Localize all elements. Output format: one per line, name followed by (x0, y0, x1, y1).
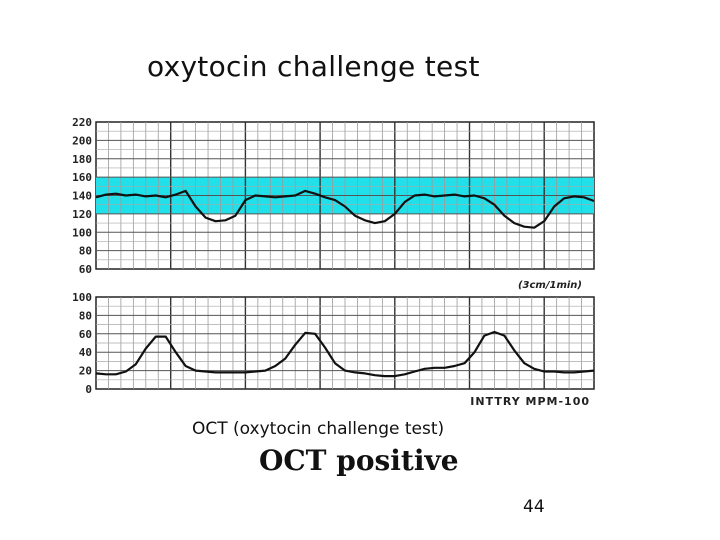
fhr-trace (95, 189, 595, 229)
fhr-y-tick-label: 200 (72, 134, 92, 147)
page-number: 44 (523, 497, 545, 517)
fhr-y-tick-label: 160 (72, 171, 92, 184)
slide-title: oxytocin challenge test (147, 50, 480, 83)
uc-y-tick-label: 20 (79, 365, 92, 378)
monitor-brand-label: INTTRY MPM-100 (470, 395, 590, 408)
fhr-y-tick-label: 140 (72, 190, 92, 203)
uc-y-tick-label: 100 (72, 291, 92, 304)
fhr-y-tick-label: 60 (79, 263, 92, 276)
fhr-y-tick-label: 220 (72, 116, 92, 129)
uc-y-tick-label: 60 (79, 328, 92, 341)
uc-y-tick-label: 0 (85, 383, 92, 396)
fhr-y-tick-label: 100 (72, 226, 92, 239)
paper-speed-label: (3cm/1min) (518, 280, 582, 291)
uc-y-tick-label: 40 (79, 346, 92, 359)
figure-caption: OCT (oxytocin challenge test) (192, 419, 445, 439)
fhr-y-tick-label: 120 (72, 208, 92, 221)
fhr-y-axis: 220 200 180 160 140 120 100 80 60 (72, 116, 92, 276)
fhr-y-tick-label: 180 (72, 153, 92, 166)
fhr-y-tick-label: 80 (79, 245, 92, 258)
test-result: OCT positive (259, 444, 459, 477)
uc-y-axis: 100 80 60 40 20 0 (72, 291, 92, 396)
uc-y-tick-label: 80 (79, 309, 92, 322)
uc-trace (95, 330, 595, 378)
